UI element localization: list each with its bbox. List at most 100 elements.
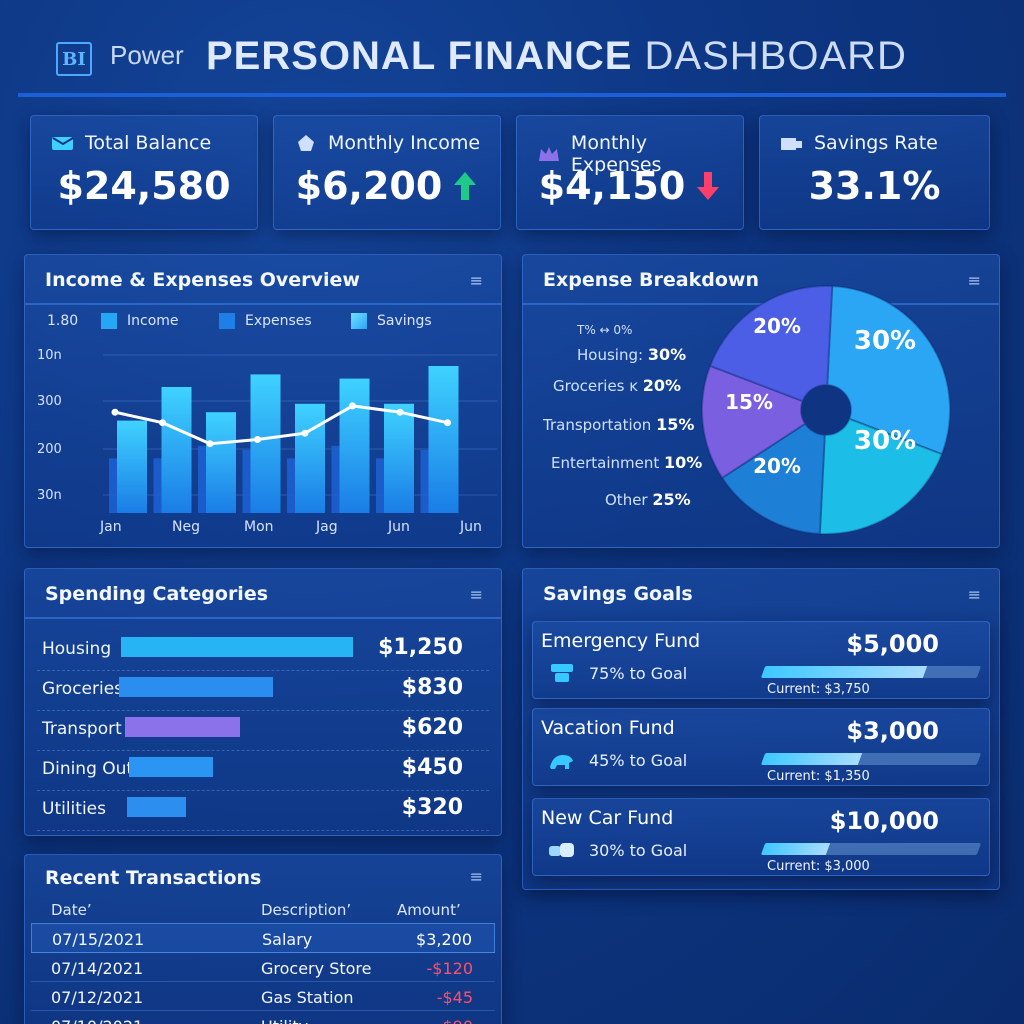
kpi-value: $24,580 [57,164,231,208]
kpi-total-balance[interactable]: Total Balance $24,580 [30,115,258,230]
kpi-monthly-expenses[interactable]: Monthly Expenses $4,150 [516,115,744,230]
legend-label: Income [127,313,179,329]
panel-title: Income & Expenses Overview [45,269,360,291]
y-tick-label: 30n [37,488,62,503]
vacation-fund-icon [550,755,573,769]
car-fund-icon [549,843,574,857]
x-tick-label: Jun [459,519,482,535]
header-divider [18,93,1006,97]
goal-current: Current: $3,000 [767,859,870,874]
goal-vacation-fund[interactable]: Vacation Fund $3,000 45% to Goal Current… [532,708,990,786]
income-bar [161,387,192,513]
row-divider [37,830,489,831]
income-expenses-chart: 10n 300 200 30n Jan Neg Mon Jag Jun Jun [37,348,497,535]
column-header-amount[interactable]: Amount’ [397,901,461,919]
power-bi-logo: BI [56,42,92,76]
transaction-description: Gas Station [261,988,354,1007]
goal-progress-label: 45% to Goal [589,751,688,770]
goal-emergency-fund[interactable]: Emergency Fund $5,000 75% to Goal Curren… [532,621,990,699]
table-row[interactable]: 07/14/2021 Grocery Store -$120 [31,952,495,982]
goal-progress-fill [760,753,863,765]
spending-bar [121,637,353,657]
emergency-fund-icon [551,664,573,682]
spending-amount: $830 [401,675,463,700]
row-divider [37,670,489,671]
panel-menu-icon[interactable]: ≡ [469,271,483,290]
spending-category-name: Dining Out [42,759,134,779]
spending-category-name: Transport [42,719,122,739]
goal-name: Vacation Fund [541,717,675,739]
breakdown-value: 15% [656,415,695,434]
legend-label: Savings [377,313,432,329]
table-row[interactable]: 07/15/2021 Salary $3,200 [31,923,495,953]
page-title-bold: PERSONAL FINANCE [206,34,633,78]
savings-point [349,402,356,410]
goal-target: $5,000 [846,630,939,658]
income-bar [295,403,325,513]
legend-savings[interactable]: Savings [351,313,432,329]
recent-transactions-panel: Recent Transactions ≡ Date’ Description’… [24,854,502,1024]
goal-progress-bar [760,666,982,678]
goal-progress-label: 75% to Goal [589,664,688,683]
transaction-date: 07/10/2021 [51,1017,143,1024]
x-tick-label: Neg [172,519,200,535]
kpi-label: Monthly Expenses [570,132,662,176]
spending-amount: $320 [401,795,463,820]
panel-menu-icon[interactable]: ≡ [469,867,483,886]
spending-bar [129,757,213,777]
breakdown-label: Other [605,491,648,509]
pie-slice-label: 20% [753,314,801,338]
panel-menu-icon[interactable]: ≡ [967,271,981,290]
table-row[interactable]: 07/12/2021 Gas Station -$45 [31,981,495,1011]
income-bar [384,403,414,513]
kpi-savings-rate[interactable]: Savings Rate 33.1% [759,115,990,230]
brand-name: Power [110,40,184,70]
legend-expenses[interactable]: Expenses [219,313,312,329]
goal-progress-fill [760,843,830,855]
income-bar [206,412,236,513]
spending-row[interactable]: Groceries $830 [25,671,501,711]
transaction-amount: -$45 [436,988,473,1007]
page-title-light: DASHBOARD [644,34,907,78]
row-divider [37,710,489,711]
panel-divider [25,617,501,619]
spending-bar [125,717,240,737]
breakdown-value: 10% [664,453,703,472]
spending-row[interactable]: Transport $620 [25,711,501,751]
kpi-value: $6,200 [295,164,443,208]
spending-row[interactable]: Dining Out $450 [25,751,501,791]
panel-menu-icon[interactable]: ≡ [469,585,483,604]
panel-menu-icon[interactable]: ≡ [967,585,981,604]
column-header-description[interactable]: Description’ [261,901,352,919]
kpi-monthly-income[interactable]: Monthly Income $6,200 [273,115,501,230]
legend-label: Expenses [245,313,312,329]
table-row[interactable]: 07/10/2021 Utility -$90 [31,1010,495,1024]
spending-row[interactable]: Utilities $320 [25,791,501,831]
income-bar [250,374,281,513]
x-tick-label: Jun [387,519,410,535]
column-header-date[interactable]: Date’ [51,901,92,919]
y-tick-label: 200 [37,442,62,457]
wallet-icon [52,137,74,150]
transaction-description: Salary [262,930,313,949]
transaction-description: Grocery Store [261,959,372,978]
breakdown-value: 25% [652,490,691,509]
spending-amount: $620 [401,715,463,740]
spending-row[interactable]: Housing $1,250 [25,631,501,671]
income-bar [339,378,370,513]
breakdown-item-other: Other 25% [605,490,691,509]
x-tick-label: Jan [99,519,122,535]
goal-new-car-fund[interactable]: New Car Fund $10,000 30% to Goal Current… [532,798,990,876]
legend-income[interactable]: Income [101,313,179,329]
savings-point [159,419,166,427]
transaction-date: 07/12/2021 [51,988,144,1007]
breakdown-item-entertainment: Entertainment 10% [551,453,702,472]
panel-title: Savings Goals [543,583,693,605]
breakdown-label: Groceries ĸ [553,377,638,395]
transaction-amount: $3,200 [416,930,472,949]
spending-amount: $1,250 [378,635,463,660]
breakdown-label: Housing: [577,346,644,364]
spending-bar [119,677,273,697]
panel-divider [25,303,501,305]
expenses-icon [538,147,559,161]
